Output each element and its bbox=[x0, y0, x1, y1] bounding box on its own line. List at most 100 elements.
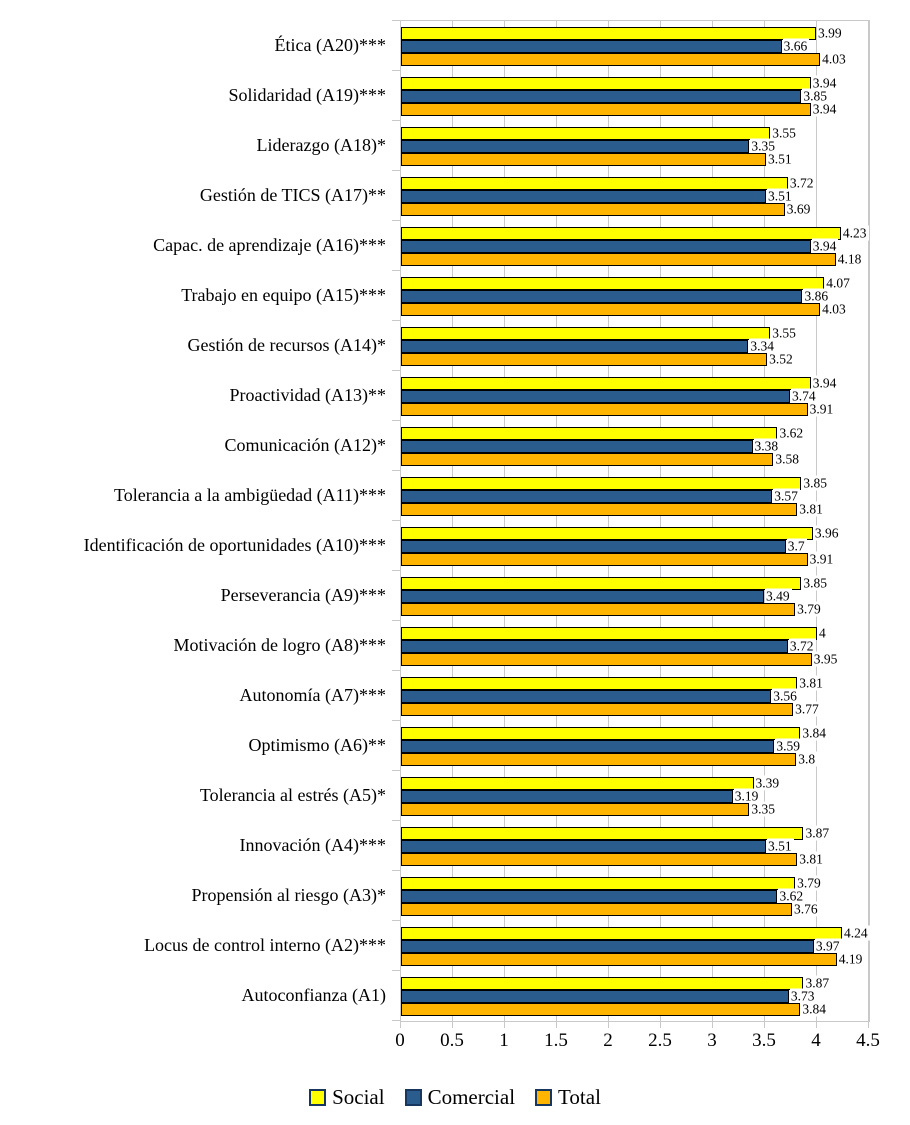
x-axis-tick-label: 1.5 bbox=[544, 1030, 568, 1051]
bar-comercial bbox=[401, 539, 786, 553]
legend-swatch-icon bbox=[404, 1088, 422, 1106]
bar-row-social: 3.85 bbox=[401, 575, 869, 591]
category-label: Optimismo (A6)** bbox=[248, 734, 387, 755]
bar-comercial bbox=[401, 339, 749, 353]
category-label: Gestión de TICS (A17)** bbox=[199, 184, 386, 205]
bar-row-social: 3.94 bbox=[401, 75, 869, 91]
bar-row-social: 3.94 bbox=[401, 375, 869, 391]
bar-comercial bbox=[401, 289, 803, 303]
value-label: 3.57 bbox=[773, 488, 800, 504]
bar-social bbox=[401, 776, 754, 790]
value-label: 3.66 bbox=[782, 38, 810, 54]
bar-social bbox=[401, 126, 771, 140]
bar-row-social: 3.62 bbox=[401, 425, 869, 441]
bar-group: 3.81 3.56 3.77 bbox=[401, 671, 869, 721]
bar-row-comercial: 3.74 bbox=[401, 388, 869, 404]
value-label: 3.56 bbox=[772, 688, 799, 704]
bar-comercial bbox=[401, 139, 750, 153]
value-label: 3.84 bbox=[801, 725, 828, 741]
legend-item-total: Total bbox=[535, 1086, 601, 1108]
value-label: 3.62 bbox=[778, 888, 806, 904]
value-label: 3.8 bbox=[797, 751, 818, 767]
value-label: 4.19 bbox=[837, 951, 865, 967]
value-label: 4.18 bbox=[836, 251, 864, 267]
bar-row-total: 3.91 bbox=[401, 551, 869, 567]
bar-row-social: 4 bbox=[401, 625, 869, 641]
category-label: Motivación de logro (A8)*** bbox=[173, 634, 386, 655]
category-label: Propensión al riesgo (A3)* bbox=[191, 884, 386, 905]
value-label: 3.86 bbox=[803, 288, 831, 304]
bar-row-comercial: 3.72 bbox=[401, 638, 869, 654]
bar-row-social: 3.85 bbox=[401, 475, 869, 491]
value-label: 4.24 bbox=[842, 925, 870, 941]
value-label: 3.59 bbox=[775, 738, 802, 754]
bar-group: 4.24 3.97 4.19 bbox=[401, 921, 870, 971]
bar-group: 4.23 3.94 4.18 bbox=[401, 221, 869, 271]
bar-social bbox=[401, 876, 796, 890]
bar-total bbox=[401, 952, 837, 966]
value-label: 3.95 bbox=[812, 651, 840, 667]
bar-group: 3.99 3.66 4.03 bbox=[401, 21, 869, 71]
bar-row-social: 3.79 bbox=[401, 875, 869, 891]
value-label: 4.03 bbox=[821, 301, 848, 317]
value-label: 3.69 bbox=[785, 201, 813, 217]
category-label: Proactividad (A13)** bbox=[229, 384, 386, 405]
bar-row-total: 3.94 bbox=[401, 101, 869, 117]
bar-social bbox=[401, 526, 813, 540]
bar-social bbox=[401, 226, 841, 240]
bar-group: 3.87 3.73 3.84 bbox=[401, 971, 869, 1021]
bar-total bbox=[401, 302, 821, 316]
legend-item-social: Social bbox=[309, 1086, 385, 1108]
bar-group: 3.85 3.49 3.79 bbox=[401, 571, 869, 621]
value-label: 3.94 bbox=[811, 75, 839, 91]
x-axis: 0 0.5 1 1.5 2 2.5 3 3.5 4 4.5 bbox=[395, 1030, 880, 1056]
x-axis-tick-label: 3 bbox=[707, 1030, 717, 1051]
bar-row-comercial: 3.59 bbox=[401, 738, 869, 754]
bar-total bbox=[401, 452, 774, 466]
bar-row-social: 3.55 bbox=[401, 125, 869, 141]
bar-row-total: 3.51 bbox=[401, 151, 869, 167]
value-label: 3.55 bbox=[771, 325, 798, 341]
bar-row-comercial: 3.7 bbox=[401, 538, 869, 554]
value-label: 3.99 bbox=[816, 25, 844, 41]
bar-total bbox=[401, 202, 785, 216]
bar-row-comercial: 3.85 bbox=[401, 88, 869, 104]
value-label: 3.91 bbox=[808, 401, 836, 417]
value-label: 4.03 bbox=[821, 51, 848, 67]
value-label: 3.34 bbox=[749, 338, 776, 354]
bar-comercial bbox=[401, 439, 753, 453]
bar-group: 3.94 3.74 3.91 bbox=[401, 371, 869, 421]
value-label: 3.85 bbox=[802, 475, 830, 491]
x-axis-ticks bbox=[400, 1021, 870, 1028]
value-label: 3.91 bbox=[808, 551, 836, 567]
value-label: 3.79 bbox=[796, 875, 823, 891]
bar-row-total: 4.03 bbox=[401, 51, 869, 67]
bar-row-comercial: 3.19 bbox=[401, 788, 869, 804]
plot-area: 3.99 3.66 4.03 3.94 3.85 3.94 3.55 3.35 3.51 3.72… bbox=[400, 20, 870, 1022]
x-axis-tick-label: 4 bbox=[811, 1030, 821, 1051]
bar-total bbox=[401, 652, 812, 666]
legend-swatch-icon bbox=[535, 1088, 553, 1106]
bar-row-total: 3.77 bbox=[401, 701, 869, 717]
bar-row-total: 3.81 bbox=[401, 851, 869, 867]
legend-label: Total bbox=[558, 1085, 601, 1109]
bar-group: 3.94 3.85 3.94 bbox=[401, 71, 869, 121]
bar-row-comercial: 3.62 bbox=[401, 888, 869, 904]
bar-total bbox=[401, 102, 811, 116]
bar-row-total: 3.81 bbox=[401, 501, 869, 517]
value-label: 3.96 bbox=[813, 525, 841, 541]
bar-comercial bbox=[401, 889, 778, 903]
category-label: Capac. de aprendizaje (A16)*** bbox=[153, 234, 386, 255]
value-label: 3.94 bbox=[811, 101, 839, 117]
bar-social bbox=[401, 326, 771, 340]
value-label: 3.77 bbox=[794, 701, 821, 717]
value-label: 3.73 bbox=[789, 988, 817, 1004]
bar-row-social: 3.87 bbox=[401, 975, 869, 991]
bar-group: 3.39 3.19 3.35 bbox=[401, 771, 869, 821]
value-label: 3.7 bbox=[786, 538, 807, 554]
category-label: Trabajo en equipo (A15)*** bbox=[181, 284, 386, 305]
bar-total bbox=[401, 502, 798, 516]
bar-row-social: 4.07 bbox=[401, 275, 869, 291]
value-label: 3.35 bbox=[750, 801, 778, 817]
bar-comercial bbox=[401, 89, 802, 103]
